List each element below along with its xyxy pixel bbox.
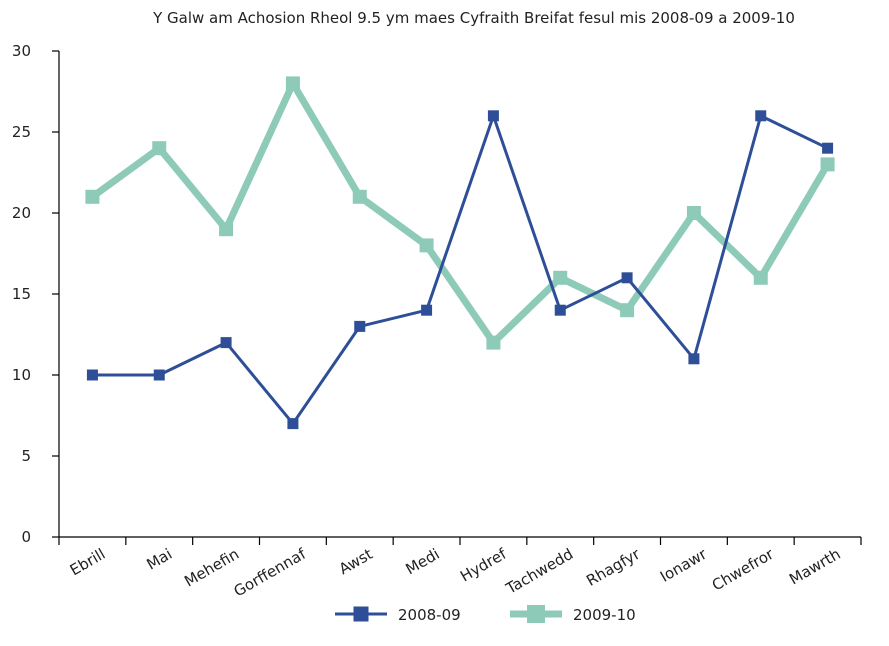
data-point-2009-10 [486, 335, 501, 350]
data-point-2009-10 [686, 206, 701, 220]
data-point-2009-10 [285, 76, 300, 91]
y-tick-label: 20 [12, 204, 31, 222]
x-tick-label: Gorffennaf [231, 545, 310, 601]
x-tick-label: Ebrill [67, 545, 109, 579]
x-tick-label: Rhagfyr [583, 544, 644, 589]
data-point-2009-10 [219, 222, 234, 237]
x-tick-label: Tachwedd [502, 545, 576, 598]
data-point-2008-09 [220, 337, 232, 349]
series-line-2009-10 [90, 79, 831, 347]
y-tick-label: 25 [12, 123, 31, 141]
data-point-2009-10 [820, 157, 835, 172]
x-tick-label: Medi [403, 545, 443, 579]
data-point-2008-09 [86, 369, 98, 381]
chart-title: Y Galw am Achosion Rheol 9.5 ym maes Cyf… [152, 9, 795, 27]
x-tick-label: Mai [143, 545, 175, 574]
y-tick-label: 15 [12, 285, 31, 303]
data-point-2008-09 [287, 418, 299, 430]
x-tick-label: Awst [336, 545, 376, 578]
legend-marker [527, 605, 545, 623]
data-point-2008-09 [755, 110, 767, 122]
data-point-2008-09 [621, 272, 633, 284]
y-tick-label: 10 [12, 366, 31, 384]
data-point-2008-09 [354, 320, 366, 332]
data-point-2008-09 [153, 369, 165, 381]
legend-marker [353, 606, 369, 622]
data-point-2009-10 [753, 270, 768, 285]
legend-label: 2008-09 [398, 606, 461, 624]
legend: 2008-09 2009-10 [335, 605, 636, 624]
y-tick-label: 0 [21, 528, 31, 546]
x-tick-label: Hydref [457, 545, 510, 586]
data-point-2008-09 [822, 142, 834, 154]
data-point-2009-10 [352, 189, 367, 204]
data-point-2008-09 [487, 110, 499, 122]
data-point-2008-09 [421, 304, 433, 316]
data-point-2008-09 [688, 353, 700, 365]
y-tick-label: 30 [12, 42, 31, 60]
x-tick-label: Chwefror [709, 544, 778, 594]
data-point-2008-09 [554, 304, 566, 316]
legend-label: 2009-10 [573, 606, 636, 624]
data-point-2009-10 [553, 270, 568, 285]
x-tick-label: Mawrth [786, 545, 843, 589]
x-tick-label: Ionawr [657, 544, 711, 585]
y-tick-label: 5 [21, 447, 31, 465]
data-point-2009-10 [85, 189, 100, 204]
data-point-2009-10 [152, 141, 167, 156]
data-point-2009-10 [419, 238, 434, 253]
series-line-2008-09 [92, 114, 829, 426]
data-point-2009-10 [620, 303, 635, 318]
